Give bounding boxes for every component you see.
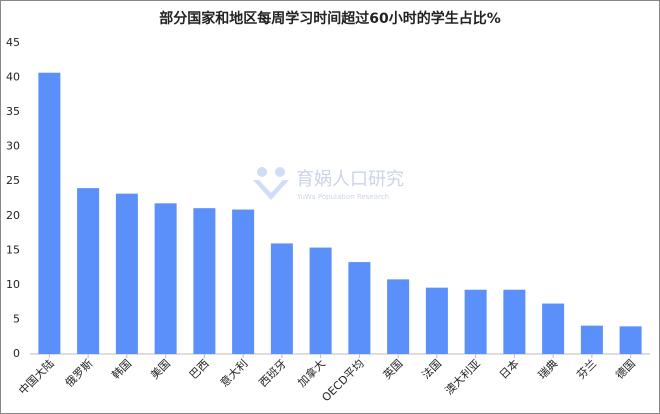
y-tick-label: 35 (6, 105, 20, 118)
watermark: 育娲人口研究 YuWa Population Research (253, 167, 404, 201)
bar (38, 72, 61, 355)
y-tick-label: 20 (6, 209, 20, 222)
bar (154, 203, 177, 354)
y-tick-label: 45 (6, 36, 20, 49)
bar (348, 262, 371, 354)
watermark-icon (253, 180, 289, 200)
bar (387, 279, 410, 354)
watermark-title: 育娲人口研究 (296, 169, 404, 190)
bar (270, 243, 293, 354)
y-tick-label: 25 (6, 174, 20, 187)
y-tick-label: 10 (6, 278, 20, 291)
bar (77, 188, 100, 354)
bar (542, 303, 565, 354)
bar (464, 289, 487, 354)
y-tick-label: 0 (13, 347, 20, 360)
bar (425, 287, 448, 354)
watermark-icon (257, 167, 267, 177)
bar (193, 208, 216, 354)
bar (619, 326, 642, 354)
y-tick-label: 30 (6, 140, 20, 153)
watermark-subtitle: YuWa Population Research (296, 193, 389, 201)
bar (232, 209, 255, 354)
y-tick-label: 5 (13, 312, 20, 325)
bar (580, 325, 603, 354)
y-tick-label: 15 (6, 243, 20, 256)
bar (309, 247, 332, 354)
bar (115, 193, 138, 354)
watermark-icon (275, 167, 285, 177)
chart-title: 部分国家和地区每周学习时间超过60小时的学生占比% (159, 10, 501, 27)
bar (503, 289, 526, 354)
y-tick-label: 40 (6, 71, 20, 84)
